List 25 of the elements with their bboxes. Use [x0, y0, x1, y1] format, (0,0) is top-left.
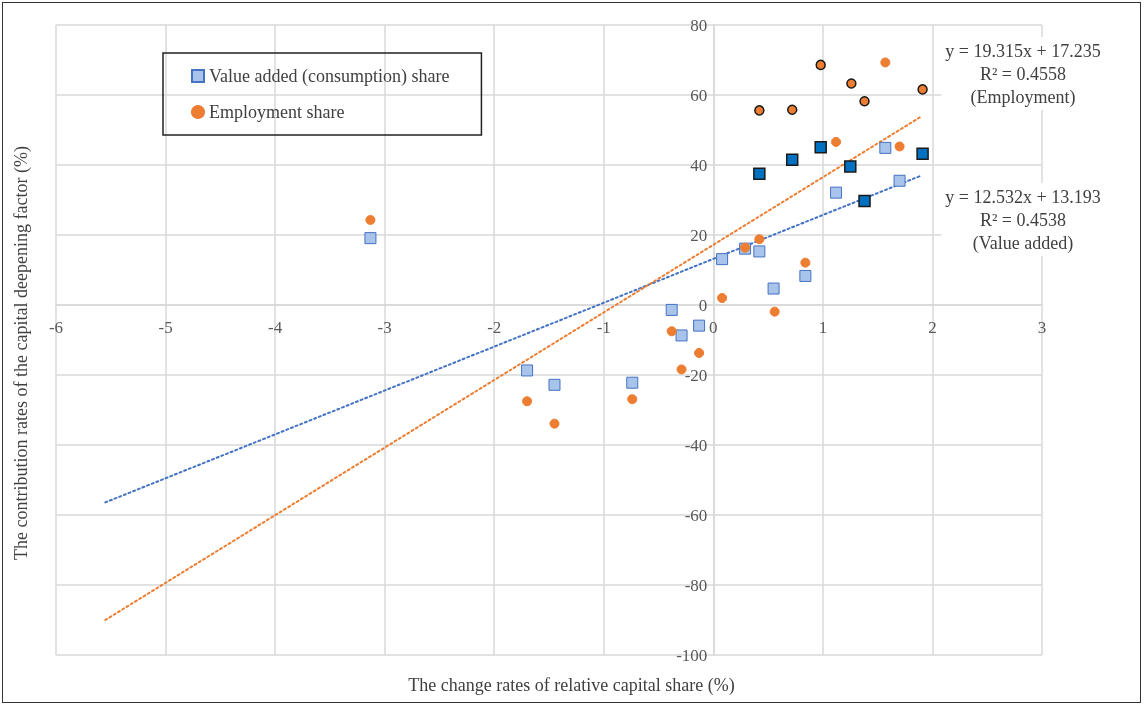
- x-tick-label: -6: [48, 318, 64, 337]
- x-tick-label: -1: [596, 318, 611, 337]
- y-tick-label: 80: [690, 15, 708, 35]
- x-tick-label: 2: [928, 318, 937, 337]
- x-tick-label: -5: [158, 318, 173, 337]
- y-tick-label: 60: [690, 85, 708, 105]
- x-tick-label: 1: [818, 318, 828, 337]
- y-tick-label: -20: [684, 365, 708, 385]
- annotation: y = 19.315x + 17.235 R² = 0.4558 (Employment): [945, 40, 1101, 108]
- y-axis-title: The contribution rates of the capital deepening factor (%): [11, 146, 32, 560]
- y-tick-label: -100: [676, 645, 708, 665]
- legend-label: Value added (consumption) share: [209, 66, 450, 87]
- y-tick-label: 0: [698, 295, 708, 315]
- annotation: y = 12.532x + 13.193 R² = 0.4538 (Value added): [945, 186, 1101, 254]
- legend-label: Employment share: [209, 102, 345, 122]
- x-tick-label: -4: [268, 318, 283, 337]
- x-tick-label: -3: [377, 318, 392, 337]
- y-tick-label: -60: [684, 505, 708, 525]
- y-tick-label: 20: [690, 225, 708, 245]
- x-axis-title: The change rates of relative capital share (%): [408, 675, 735, 696]
- y-tick-label: 40: [690, 155, 708, 175]
- y-tick-label: -40: [684, 435, 708, 455]
- x-tick-label: -2: [487, 318, 502, 337]
- x-tick-label: 3: [1037, 318, 1047, 337]
- y-tick-label: -80: [684, 575, 708, 595]
